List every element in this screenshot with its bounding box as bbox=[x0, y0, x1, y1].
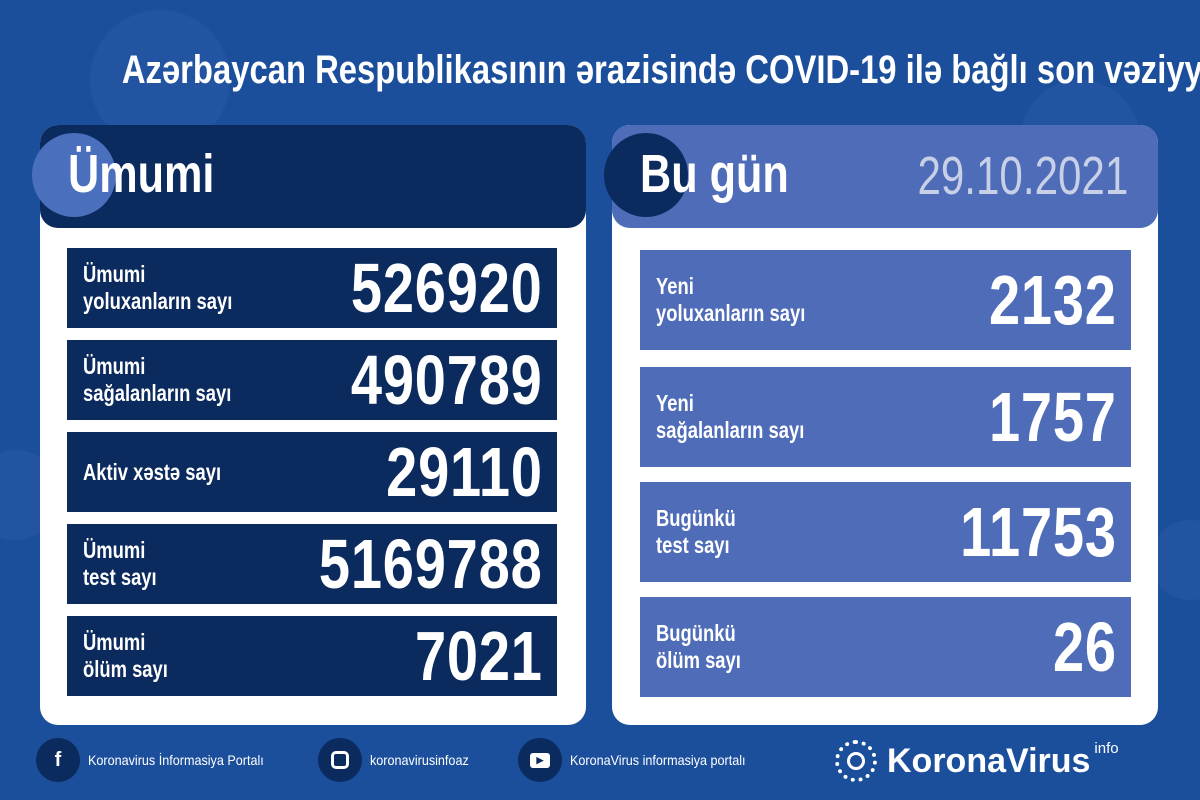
footer: f Koronavirus İnformasiya Portalı koronav… bbox=[0, 738, 1200, 788]
facebook-link[interactable]: f Koronavirus İnformasiya Portalı bbox=[36, 738, 283, 782]
stat-label: Bugünkü ölüm sayı bbox=[656, 620, 741, 673]
stat-label: Aktiv xəstə sayı bbox=[83, 458, 222, 485]
stat-value: 5169788 bbox=[319, 525, 543, 603]
stat-label: Yeni sağalanların sayı bbox=[656, 390, 805, 443]
stat-value: 11753 bbox=[960, 493, 1117, 571]
stat-value: 490789 bbox=[351, 341, 543, 419]
stat-label: Bugünkü test sayı bbox=[656, 505, 736, 558]
virus-icon bbox=[604, 133, 688, 217]
page-title: Azərbaycan Respublikasının ərazisində CO… bbox=[121, 48, 1200, 92]
instagram-icon bbox=[318, 738, 362, 782]
virus-logo-icon bbox=[835, 740, 877, 782]
stat-value: 29110 bbox=[386, 433, 543, 511]
stat-label: Ümumi test sayı bbox=[83, 537, 157, 590]
total-header: Ümumi bbox=[32, 125, 586, 228]
stat-row: Ümumi test sayı 5169788 bbox=[67, 524, 557, 604]
instagram-label: koronavirusinfoaz bbox=[370, 752, 469, 768]
facebook-icon: f bbox=[36, 738, 80, 782]
date: 29.10.2021 bbox=[917, 146, 1128, 206]
stat-value: 2132 bbox=[989, 261, 1117, 339]
stat-row: Ümumi sağalanların sayı 490789 bbox=[67, 340, 557, 420]
total-panel: Ümumi Ümumi yoluxanların sayı 526920 Ümum… bbox=[32, 125, 586, 725]
stat-row: Ümumi ölüm sayı 7021 bbox=[67, 616, 557, 696]
virus-icon bbox=[32, 133, 116, 217]
youtube-link[interactable]: ▶ KoronaVirus informasiya portalı bbox=[518, 738, 765, 782]
facebook-label: Koronavirus İnformasiya Portalı bbox=[88, 752, 264, 768]
youtube-icon: ▶ bbox=[518, 738, 562, 782]
today-header: Bu gün 29.10.2021 bbox=[604, 125, 1158, 228]
stat-value: 26 bbox=[1053, 608, 1117, 686]
youtube-label: KoronaVirus informasiya portalı bbox=[570, 752, 746, 768]
stat-value: 1757 bbox=[989, 378, 1117, 456]
stat-label: Ümumi sağalanların sayı bbox=[83, 353, 232, 406]
stat-row: Ümumi yoluxanların sayı 526920 bbox=[67, 248, 557, 328]
instagram-link[interactable]: koronavirusinfoaz bbox=[318, 738, 480, 782]
stat-label: Yeni yoluxanların sayı bbox=[656, 273, 806, 326]
total-heading: Ümumi bbox=[68, 144, 215, 204]
stat-value: 7021 bbox=[415, 617, 543, 695]
brand-logo: KoronaVirus info bbox=[835, 740, 1119, 782]
stat-value: 526920 bbox=[351, 249, 543, 327]
today-panel: Bu gün 29.10.2021 Yeni yoluxanların sayı… bbox=[604, 125, 1158, 725]
brand-name: KoronaVirus bbox=[887, 741, 1091, 780]
stat-row: Bugünkü test sayı 11753 bbox=[640, 482, 1131, 582]
stat-row: Yeni sağalanların sayı 1757 bbox=[640, 367, 1131, 467]
stat-row: Aktiv xəstə sayı 29110 bbox=[67, 432, 557, 512]
stat-row: Bugünkü ölüm sayı 26 bbox=[640, 597, 1131, 697]
stat-label: Ümumi ölüm sayı bbox=[83, 629, 168, 682]
brand-suffix: info bbox=[1094, 740, 1119, 757]
today-heading: Bu gün bbox=[640, 144, 789, 204]
stat-row: Yeni yoluxanların sayı 2132 bbox=[640, 250, 1131, 350]
stat-label: Ümumi yoluxanların sayı bbox=[83, 261, 233, 314]
